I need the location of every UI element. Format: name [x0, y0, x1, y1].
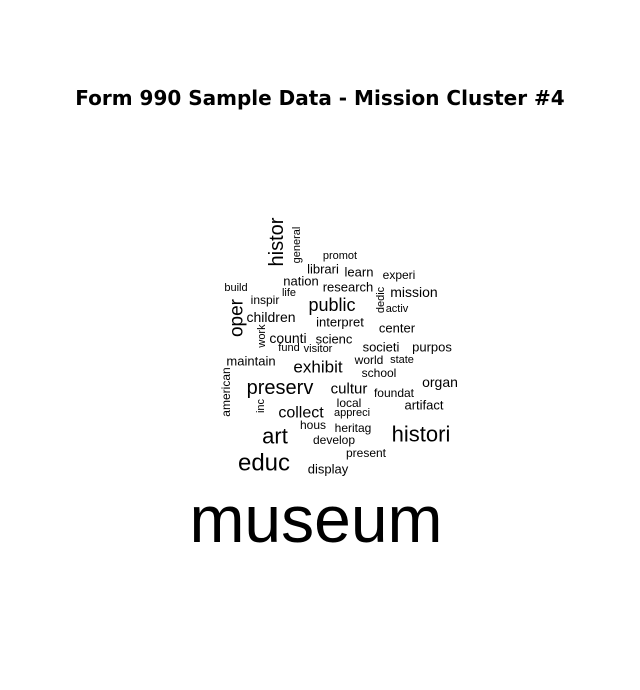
word-center: center — [379, 321, 416, 336]
word-school: school — [362, 366, 397, 380]
word-foundat: foundat — [374, 386, 415, 400]
word-american: american — [219, 367, 233, 416]
word-heritag: heritag — [335, 421, 372, 435]
word-activ: activ — [386, 303, 409, 315]
word-collect: collect — [278, 405, 324, 422]
word-nation: nation — [283, 274, 318, 289]
word-histori: histori — [392, 422, 451, 447]
word-educ: educ — [238, 450, 290, 477]
word-inspir: inspir — [251, 293, 280, 307]
word-art: art — [262, 424, 288, 449]
chart-title: Form 990 Sample Data - Mission Cluster #… — [75, 86, 565, 110]
word-learn: learn — [345, 265, 374, 280]
word-histor: histor — [266, 217, 288, 266]
word-organ: organ — [422, 374, 458, 390]
word-work: work — [256, 324, 268, 349]
word-purpos: purpos — [412, 340, 452, 355]
word-cultur: cultur — [331, 381, 368, 398]
word-counti: counti — [269, 330, 306, 346]
word-mission: mission — [390, 284, 437, 300]
word-state: state — [390, 354, 414, 366]
word-life: life — [282, 287, 296, 299]
word-develop: develop — [313, 433, 355, 447]
word-interpret: interpret — [316, 315, 364, 330]
word-scienc: scienc — [316, 332, 353, 347]
word-museum: museum — [189, 482, 442, 556]
word-local: local — [337, 396, 362, 410]
word-dedic: dedic — [375, 286, 387, 313]
word-librari: librari — [307, 262, 339, 277]
word-oper: oper — [227, 298, 248, 337]
word-maintain: maintain — [226, 354, 275, 369]
word-artifact: artifact — [404, 398, 443, 413]
word-public: public — [308, 295, 355, 315]
word-world: world — [354, 353, 384, 367]
word-general: general — [291, 227, 303, 264]
word-societi: societi — [363, 340, 400, 355]
word-promot: promot — [323, 250, 357, 262]
word-experi: experi — [383, 268, 416, 282]
word-appreci: appreci — [334, 407, 370, 419]
word-preserv: preserv — [247, 377, 314, 399]
word-research: research — [323, 280, 374, 295]
word-present: present — [346, 446, 387, 460]
word-build: build — [224, 282, 247, 294]
word-hous: hous — [300, 418, 326, 432]
word-visitor: visitor — [304, 343, 333, 355]
word-display: display — [308, 462, 349, 477]
word-children: children — [246, 309, 295, 325]
word-inc: inc — [255, 398, 267, 413]
word-fund: fund — [278, 342, 299, 354]
word-exhibit: exhibit — [293, 358, 342, 377]
